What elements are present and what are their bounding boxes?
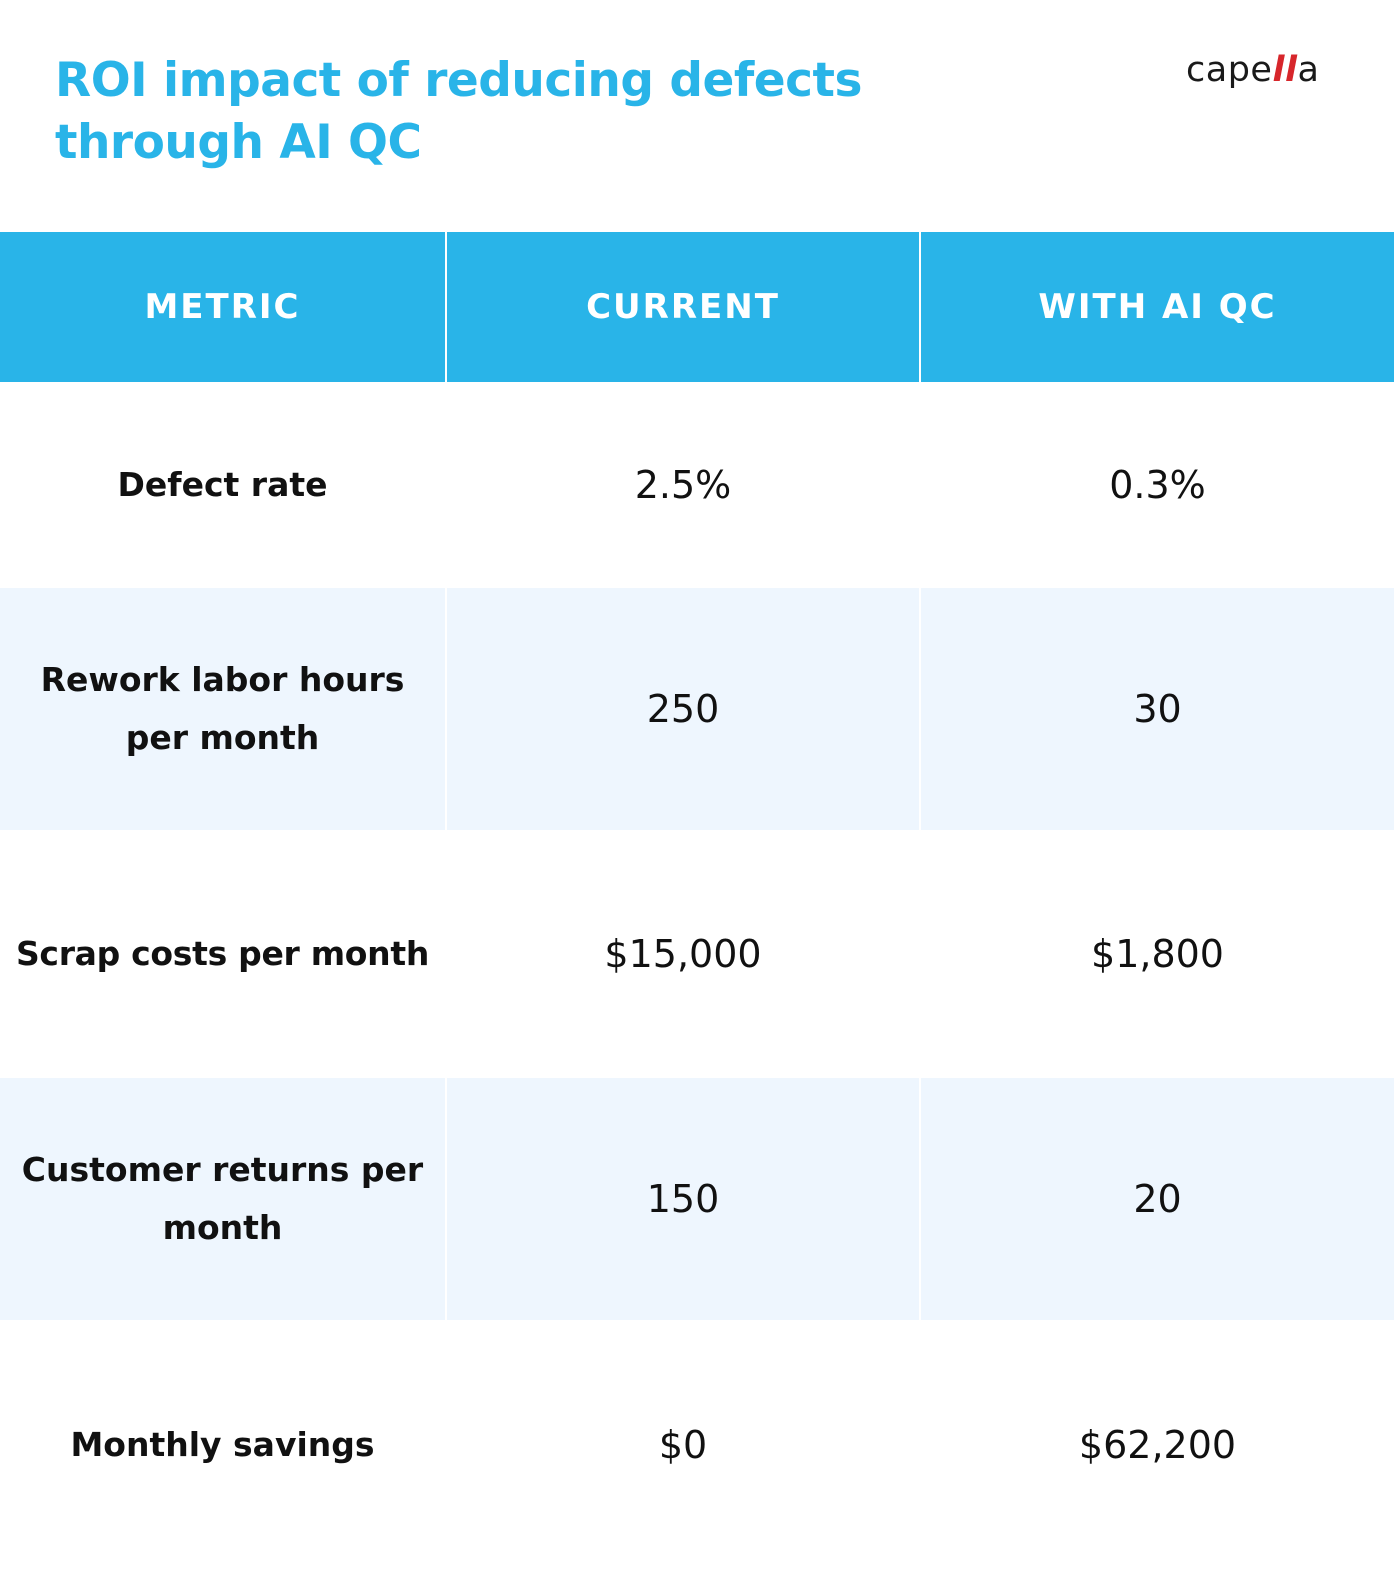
column-header-current: CURRENT [445, 232, 920, 382]
metric-label: Defect rate [117, 465, 328, 504]
capella-logo: capella [1186, 50, 1319, 90]
with-ai-qc-value: 30 [919, 588, 1394, 830]
current-value: $15,000 [445, 830, 920, 1078]
current-value: 2.5% [445, 382, 920, 588]
column-header-metric: METRIC [0, 232, 446, 382]
table-row-defect-rate: Defect rate 2.5% 0.3% [0, 382, 1394, 588]
page-title: ROI impact of reducing defects through A… [55, 53, 862, 170]
current-value: $0 [445, 1320, 920, 1570]
table-row-scrap-costs: Scrap costs per month $15,000 $1,800 [0, 830, 1394, 1078]
table-row-monthly-savings: Monthly savings $0 $62,200 [0, 1320, 1394, 1570]
current-value: 150 [445, 1078, 920, 1320]
roi-table: METRIC CURRENT WITH AI QC Defect rate 2.… [0, 232, 1394, 1570]
logo-prefix: cape [1186, 50, 1273, 90]
current-value: 250 [445, 588, 920, 830]
metric-label: Rework labor hours per month [0, 588, 446, 830]
table-row-customer-returns: Customer returns per month 150 20 [0, 1078, 1394, 1320]
logo-suffix: a [1297, 50, 1320, 90]
with-ai-qc-value: $1,800 [919, 830, 1394, 1078]
column-header-with-ai-qc: WITH AI QC [919, 232, 1394, 382]
with-ai-qc-value: 20 [919, 1078, 1394, 1320]
logo-accent: ll [1272, 50, 1298, 90]
metric-label: Scrap costs per month [15, 934, 430, 973]
table-row-rework-labor-hours: Rework labor hours per month 250 30 [0, 588, 1394, 830]
with-ai-qc-value: $62,200 [919, 1320, 1394, 1570]
table-header-row: METRIC CURRENT WITH AI QC [0, 232, 1394, 382]
metric-label: Monthly savings [70, 1425, 375, 1464]
metric-label: Customer returns per month [0, 1078, 446, 1320]
with-ai-qc-value: 0.3% [919, 382, 1394, 588]
